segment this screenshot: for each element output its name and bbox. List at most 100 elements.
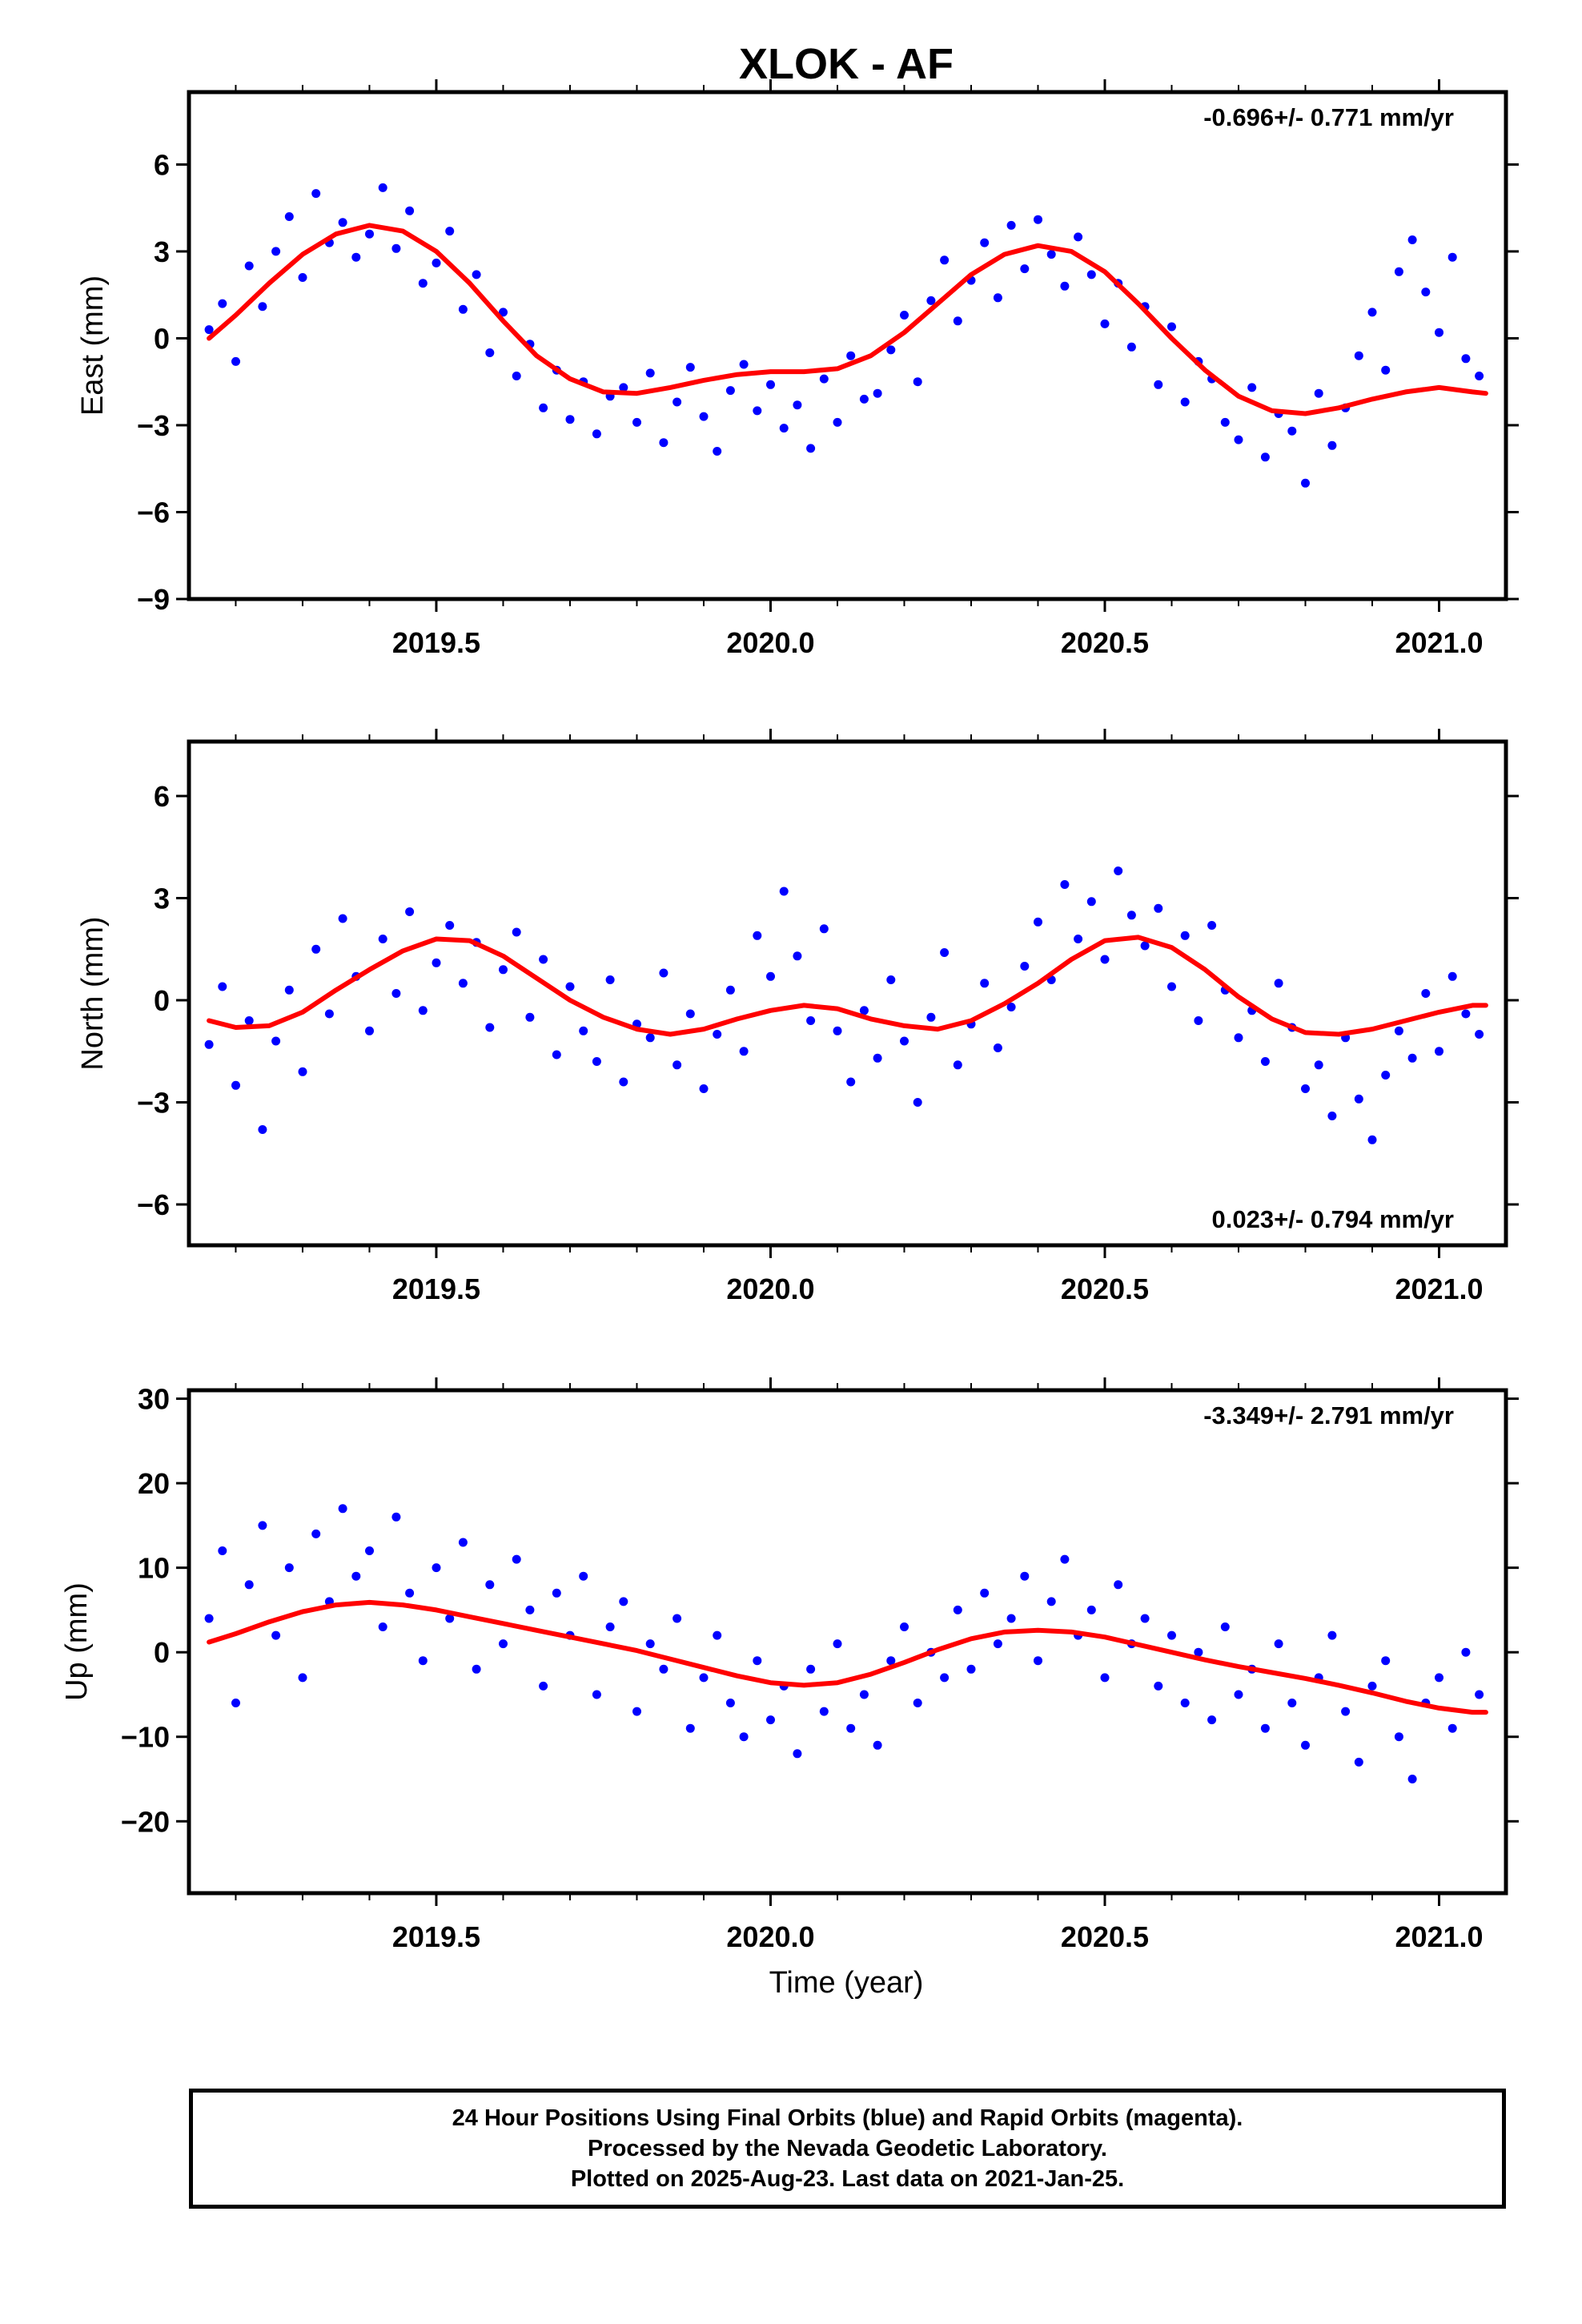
up-data-point	[1154, 1681, 1163, 1691]
east-data-point	[1180, 397, 1190, 407]
up-data-point	[351, 1571, 361, 1581]
up-data-point	[1194, 1647, 1203, 1657]
north-data-point	[1327, 1112, 1337, 1120]
up-x-tick-label: 2021.0	[1395, 1920, 1483, 1953]
up-data-point	[859, 1690, 869, 1699]
up-data-point	[1435, 1673, 1443, 1683]
up-data-point	[766, 1715, 775, 1725]
up-data-point	[1180, 1699, 1190, 1707]
east-fit-line	[207, 223, 1488, 416]
north-data-point	[391, 989, 401, 998]
east-data-point	[298, 273, 307, 282]
up-x-tick-label: 2020.5	[1061, 1920, 1149, 1953]
up-y-tick-label: 30	[138, 1383, 170, 1416]
east-data-point	[418, 279, 428, 288]
up-rate-label: -3.349+/- 2.791 mm/yr	[1203, 1401, 1454, 1429]
east-data-point	[1167, 322, 1176, 332]
east-data-point	[953, 316, 962, 326]
east-data-point	[204, 325, 214, 335]
up-y-tick-label: −10	[121, 1721, 170, 1754]
east-data-point	[793, 400, 802, 410]
north-data-point	[499, 965, 508, 975]
up-x-tick-label: 2019.5	[392, 1920, 480, 1953]
up-data-point	[806, 1664, 816, 1674]
east-data-point	[338, 218, 347, 227]
north-fit-line	[207, 935, 1488, 1037]
north-y-tick-label: 3	[154, 883, 170, 915]
north-data-point	[338, 914, 347, 923]
up-data-point	[753, 1656, 762, 1666]
up-y-tick-label: 20	[138, 1467, 170, 1500]
east-data-point	[1154, 380, 1163, 389]
east-data-point	[405, 206, 415, 215]
up-data-point	[1046, 1597, 1056, 1606]
up-y-axis-label: Up (mm)	[60, 1582, 94, 1701]
east-data-point	[819, 374, 829, 384]
north-frame	[187, 739, 1508, 1248]
north-data-point	[605, 975, 615, 984]
east-data-point	[699, 412, 709, 421]
up-data-point	[873, 1740, 882, 1750]
north-data-point	[659, 968, 669, 978]
up-data-point	[391, 1512, 401, 1522]
up-data-point	[1354, 1757, 1363, 1767]
up-data-point	[1207, 1715, 1217, 1725]
east-data-point	[1461, 354, 1471, 364]
east-data-point	[1060, 281, 1070, 291]
east-data-point	[565, 415, 575, 424]
east-data-point	[391, 243, 401, 253]
north-data-point	[1421, 989, 1431, 998]
north-x-tick-label: 2021.0	[1395, 1273, 1483, 1305]
up-data-point	[1234, 1690, 1243, 1699]
east-y-tick-label: 0	[154, 322, 170, 355]
up-data-point	[365, 1546, 374, 1555]
up-data-point	[833, 1639, 842, 1649]
north-data-point	[1126, 911, 1136, 920]
chart-title: XLOK - AF	[739, 40, 954, 88]
east-data-point	[311, 189, 321, 199]
north-data-point	[1435, 1047, 1443, 1056]
north-data-point	[1167, 982, 1176, 991]
north-data-point	[204, 1039, 214, 1049]
up-data-point	[1475, 1690, 1484, 1699]
east-x-tick-label: 2019.5	[392, 626, 480, 659]
up-data-point	[739, 1732, 749, 1742]
east-data-point	[1447, 252, 1457, 262]
up-data-point	[231, 1699, 240, 1707]
up-data-point	[1006, 1614, 1016, 1623]
up-data-point	[525, 1605, 535, 1614]
north-data-point	[766, 971, 775, 981]
north-data-point	[539, 955, 548, 964]
north-data-point	[846, 1077, 856, 1087]
up-data-point	[472, 1664, 481, 1674]
up-data-point	[819, 1707, 829, 1716]
east-data-point	[779, 424, 789, 433]
up-data-point	[512, 1554, 521, 1564]
east-data-point	[485, 348, 495, 357]
north-data-point	[1260, 1057, 1270, 1066]
east-data-point	[645, 368, 655, 378]
north-y-axis-label: North (mm)	[76, 916, 110, 1070]
north-panel: 2019.5 2020.0 2020.5 2021.0 −6 −3 0 3 6 North (mm…	[76, 729, 1519, 1305]
east-data-point	[1100, 319, 1110, 328]
north-data-point	[993, 1043, 1002, 1052]
up-data-point	[311, 1529, 321, 1538]
north-data-point	[1034, 917, 1042, 927]
up-data-point	[204, 1614, 214, 1623]
north-data-point	[1086, 897, 1096, 907]
up-data-point	[1060, 1554, 1070, 1564]
up-y-tick-label: −20	[121, 1805, 170, 1838]
north-data-point	[980, 979, 990, 988]
north-data-point	[1354, 1094, 1363, 1104]
north-data-point	[445, 921, 455, 930]
up-data-point	[900, 1622, 909, 1631]
north-data-point	[1154, 903, 1163, 913]
north-data-point	[739, 1047, 749, 1056]
up-data-point	[1100, 1673, 1110, 1683]
north-data-point	[833, 1026, 842, 1035]
north-data-point	[1475, 1030, 1484, 1039]
north-data-point	[1100, 955, 1110, 964]
east-data-point	[592, 429, 601, 439]
east-data-point	[1234, 435, 1243, 444]
